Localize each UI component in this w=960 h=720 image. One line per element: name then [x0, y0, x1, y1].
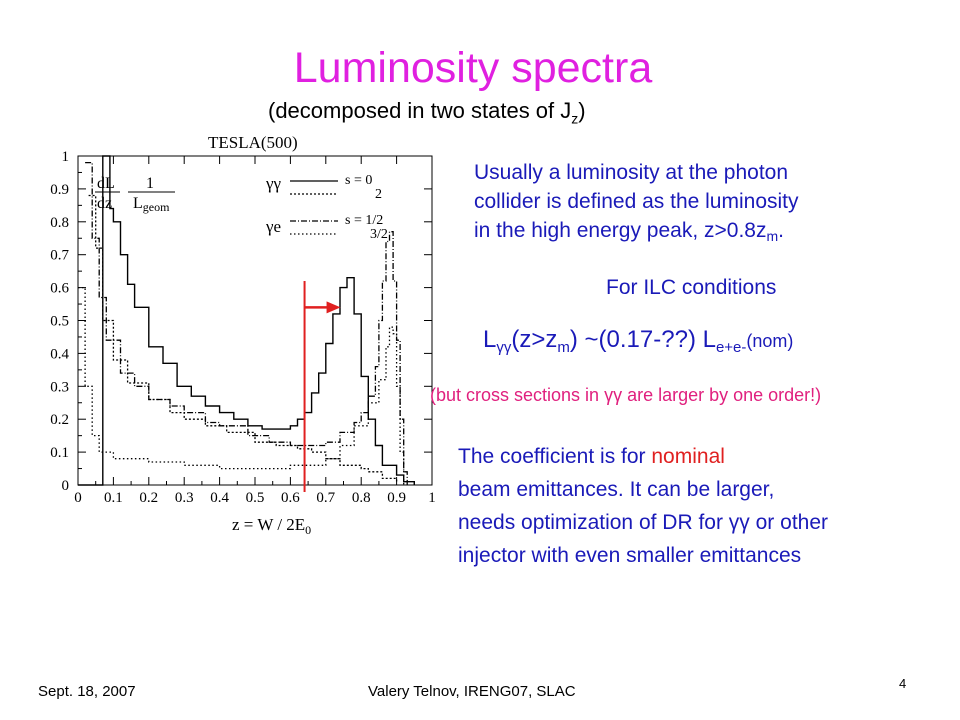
definition-line-1: Usually a luminosity at the photon [474, 161, 789, 184]
y-tick-label: 0.2 [50, 412, 69, 428]
legend-entry-s12: s = 1/2 [345, 213, 383, 228]
ilc-conditions: For ILC conditions [606, 276, 777, 299]
y-tick-label: 0.1 [50, 445, 69, 461]
nominal-highlight: nominal [651, 445, 725, 468]
luminosity-definition: Usually a luminosity at the photon colli… [474, 158, 799, 251]
cut-arrow-head [326, 301, 341, 314]
legend-gg-label: γγ [265, 174, 282, 193]
chart-axes: 0 0.1 0.2 0.3 0.4 0.5 0.6 0.7 0.8 0.9 1 0 0.1 0.2 0.3 0… [50, 149, 436, 506]
ylabel-denominator: dz [97, 195, 112, 212]
legend-entry-s32: 3/2 [370, 227, 388, 242]
cross-section-note: (but cross sections in γγ are larger by … [430, 385, 822, 405]
subtitle-end: ) [578, 98, 586, 123]
x-tick-label: 0.3 [175, 490, 194, 506]
definition-line-2: collider is defined as the luminosity [474, 190, 799, 213]
x-tick-label: 0 [74, 490, 82, 506]
x-tick-label: 0.7 [316, 490, 335, 506]
y-tick-label: 0.4 [50, 346, 69, 362]
luminosity-formula: Lγγ(z>zm) ~(0.17-??) Le+e-(nom) [483, 326, 794, 356]
series-line-1 [78, 155, 415, 486]
chart-legend: γγ γe s = 0 2 s = 1/2 3/2 [265, 173, 388, 242]
footer-author: Valery Telnov, IRENG07, SLAC [368, 683, 576, 700]
y-tick-label: 0.3 [50, 379, 69, 395]
chart-title: TESLA(500) [208, 133, 298, 152]
y-tick-label: 0.7 [50, 248, 69, 264]
y-tick-label: 0.8 [50, 215, 69, 231]
coefficient-note: The coefficient is for nominal beam emit… [458, 440, 828, 572]
x-tick-label: 0.9 [387, 490, 406, 506]
legend-entry-s2: 2 [375, 187, 382, 202]
coef-line-3: needs optimization of DR for γγ or other [458, 511, 829, 534]
subtitle-sub: z [571, 110, 579, 127]
legend-ge-label: γe [265, 217, 281, 236]
legend-entry-s0: s = 0 [345, 173, 372, 188]
x-tick-label: 0.5 [246, 490, 265, 506]
chart-series [78, 155, 415, 486]
y-axis-label: dL dz 1 Lgeom [95, 175, 175, 214]
series-line-2 [88, 194, 398, 482]
y-tick-label: 0.5 [50, 314, 69, 330]
definition-line-3: in the high energy peak, z>0.8zm. [474, 219, 784, 244]
ylabel-numerator: dL [97, 175, 115, 192]
ylabel-frac-numerator: 1 [146, 175, 154, 192]
series-line-4 [78, 286, 405, 485]
x-tick-label: 1 [428, 490, 436, 506]
ylabel-frac-denominator: Lgeom [133, 195, 170, 214]
coef-line-1: The coefficient is for nominal [458, 445, 725, 468]
slide-title: Luminosity spectra [293, 44, 653, 92]
coef-line-2: beam emittances. It can be larger, [458, 478, 775, 501]
coef-line-4: injector with even smaller emittances [458, 544, 802, 567]
x-tick-label: 0.2 [139, 490, 158, 506]
cut-marker [303, 281, 341, 492]
y-tick-label: 0.9 [50, 182, 69, 198]
x-axis-label: z = W / 2E0 [232, 515, 311, 537]
x-tick-label: 0.6 [281, 490, 300, 506]
slide-subtitle: (decomposed in two states of Jz) [268, 98, 586, 126]
x-tick-label: 0.8 [352, 490, 371, 506]
y-tick-label: 1 [62, 149, 70, 165]
y-tick-label: 0 [62, 478, 70, 494]
y-tick-label: 0.6 [50, 281, 69, 297]
footer-date: Sept. 18, 2007 [38, 683, 136, 700]
subtitle-text: (decomposed in two states of J [268, 98, 572, 123]
x-tick-label: 0.1 [104, 490, 123, 506]
page-number: 4 [899, 676, 907, 691]
series-line-3 [85, 161, 408, 485]
x-tick-label: 0.4 [210, 490, 229, 506]
